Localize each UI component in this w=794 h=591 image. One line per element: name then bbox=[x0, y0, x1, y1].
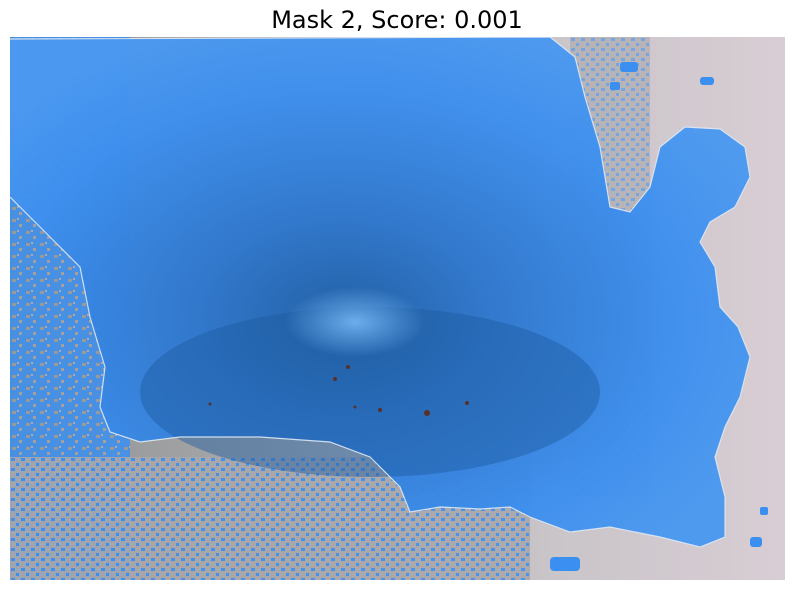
mask-overlay-image bbox=[10, 37, 785, 580]
mask-fragments bbox=[550, 62, 768, 571]
segmentation-image bbox=[10, 37, 785, 580]
highlight-patch bbox=[285, 287, 425, 357]
figure-title: Mask 2, Score: 0.001 bbox=[271, 6, 523, 34]
mask-outline bbox=[10, 37, 751, 548]
dark-pool bbox=[140, 307, 600, 477]
debris-specks bbox=[208, 365, 469, 416]
